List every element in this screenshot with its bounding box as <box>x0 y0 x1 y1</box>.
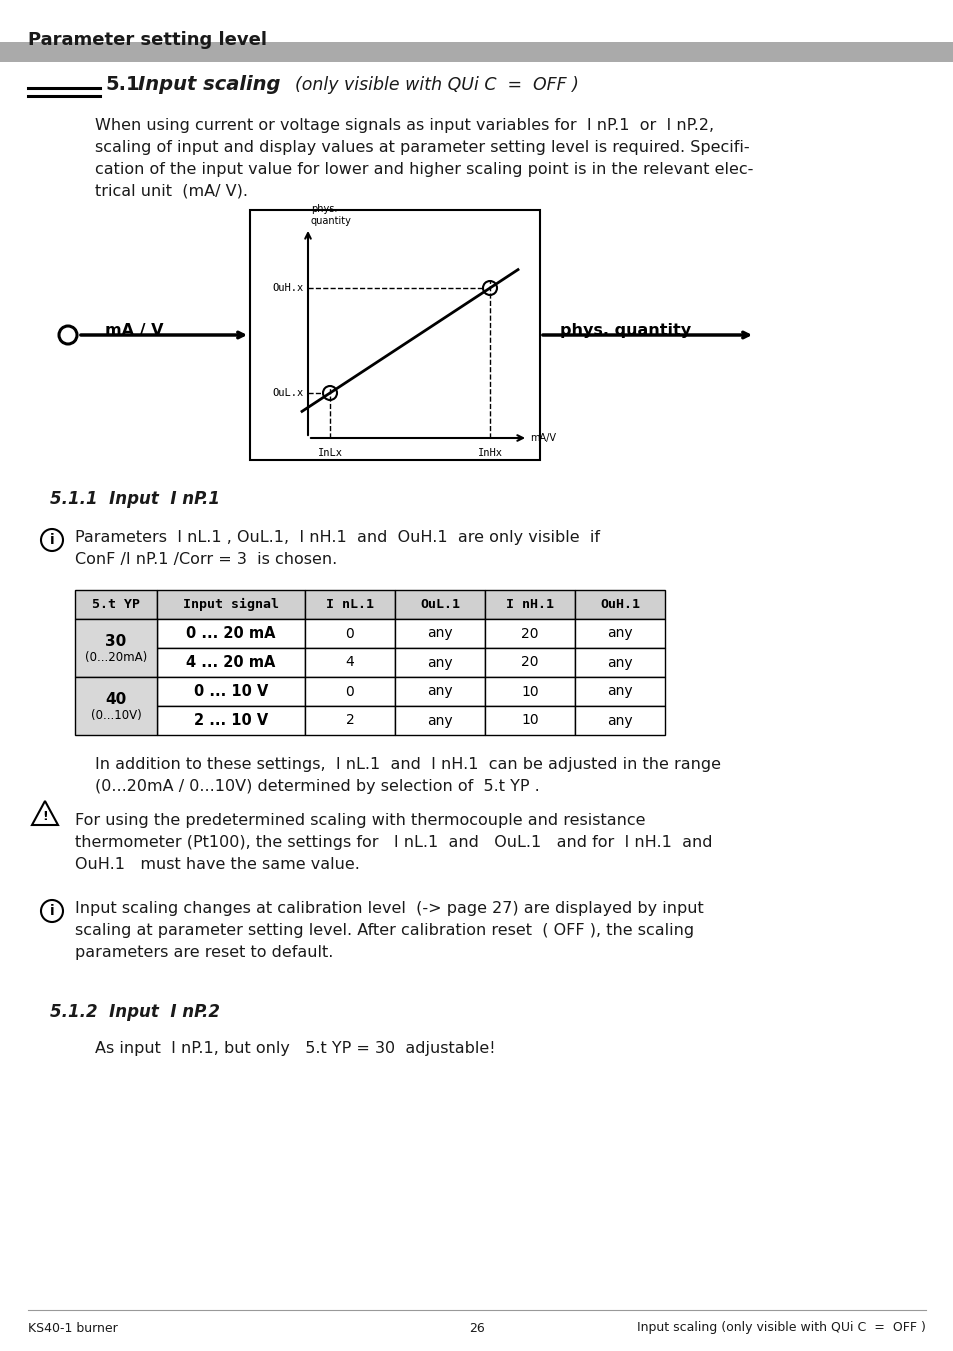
Text: For using the predetermined scaling with thermocouple and resistance: For using the predetermined scaling with… <box>75 813 645 828</box>
Text: 5.1.2  Input  I nP.2: 5.1.2 Input I nP.2 <box>50 1002 220 1021</box>
Text: InLx: InLx <box>317 449 342 458</box>
Text: Input scaling: Input scaling <box>138 76 280 95</box>
Text: 2: 2 <box>345 713 354 727</box>
Text: I nL.1: I nL.1 <box>326 598 374 611</box>
Bar <box>157 648 305 677</box>
Text: i: i <box>50 534 54 547</box>
Text: 2 ... 10 V: 2 ... 10 V <box>193 713 268 728</box>
Text: scaling of input and display values at parameter setting level is required. Spec: scaling of input and display values at p… <box>95 141 749 155</box>
Bar <box>157 619 305 648</box>
Bar <box>305 707 395 735</box>
Bar <box>157 590 305 619</box>
Text: OuH.1   must have the same value.: OuH.1 must have the same value. <box>75 857 359 871</box>
Text: 0: 0 <box>345 627 354 640</box>
Text: Input scaling changes at calibration level  (-> page 27) are displayed by input: Input scaling changes at calibration lev… <box>75 901 703 916</box>
Text: Input signal: Input signal <box>183 598 278 611</box>
Bar <box>484 590 575 619</box>
Text: 0: 0 <box>345 685 354 698</box>
Text: OuL.x: OuL.x <box>273 388 304 399</box>
Text: any: any <box>606 655 632 670</box>
Text: OuH.1: OuH.1 <box>599 598 639 611</box>
Bar <box>305 648 395 677</box>
Bar <box>395 707 484 735</box>
Bar <box>575 619 664 648</box>
Text: 20: 20 <box>520 627 538 640</box>
Bar <box>305 590 395 619</box>
Text: scaling at parameter setting level. After calibration reset  ( OFF ), the scalin: scaling at parameter setting level. Afte… <box>75 923 694 938</box>
Text: 26: 26 <box>469 1321 484 1335</box>
Text: 4: 4 <box>345 655 354 670</box>
Bar <box>575 707 664 735</box>
Text: cation of the input value for lower and higher scaling point is in the relevant : cation of the input value for lower and … <box>95 162 753 177</box>
Text: phys. quantity: phys. quantity <box>559 323 690 339</box>
Bar <box>484 677 575 707</box>
Bar <box>484 648 575 677</box>
Bar <box>395 619 484 648</box>
Text: trical unit  (mA/ V).: trical unit (mA/ V). <box>95 184 248 199</box>
Text: any: any <box>427 713 453 727</box>
Bar <box>484 619 575 648</box>
Text: (only visible with QUi C  =  OFF ): (only visible with QUi C = OFF ) <box>294 76 578 95</box>
Text: In addition to these settings,  I nL.1  and  I nH.1  can be adjusted in the rang: In addition to these settings, I nL.1 an… <box>95 757 720 771</box>
Text: 4 ... 20 mA: 4 ... 20 mA <box>186 655 275 670</box>
Text: any: any <box>427 627 453 640</box>
Bar <box>395 648 484 677</box>
Text: Parameters  I nL.1 , OuL.1,  I nH.1  and  OuH.1  are only visible  if: Parameters I nL.1 , OuL.1, I nH.1 and Ou… <box>75 530 599 544</box>
Bar <box>575 648 664 677</box>
Bar <box>305 677 395 707</box>
Bar <box>75 677 157 735</box>
Text: When using current or voltage signals as input variables for  I nP.1  or  I nP.2: When using current or voltage signals as… <box>95 118 714 132</box>
Text: 10: 10 <box>520 685 538 698</box>
Text: 20: 20 <box>520 655 538 670</box>
Bar <box>157 677 305 707</box>
Bar <box>157 707 305 735</box>
Text: 5.1.1  Input  I nP.1: 5.1.1 Input I nP.1 <box>50 490 220 508</box>
Text: Input scaling (only visible with QUi C  =  OFF ): Input scaling (only visible with QUi C =… <box>637 1321 925 1335</box>
Text: mA/V: mA/V <box>530 434 556 443</box>
Text: any: any <box>606 685 632 698</box>
Text: (0...20mA / 0...10V) determined by selection of  5.t YP .: (0...20mA / 0...10V) determined by selec… <box>95 780 539 794</box>
Text: phys.
quantity: phys. quantity <box>311 204 352 226</box>
Text: any: any <box>427 685 453 698</box>
Text: 10: 10 <box>520 713 538 727</box>
Text: any: any <box>606 627 632 640</box>
Text: 5.t YP: 5.t YP <box>91 598 140 611</box>
Text: As input  I nP.1, but only   5.t YP = 30  adjustable!: As input I nP.1, but only 5.t YP = 30 ad… <box>95 1042 495 1056</box>
Text: any: any <box>427 655 453 670</box>
Text: Parameter setting level: Parameter setting level <box>28 31 267 49</box>
Text: mA / V: mA / V <box>105 323 163 339</box>
Text: 30: 30 <box>105 635 127 650</box>
Text: InHx: InHx <box>477 449 502 458</box>
Bar <box>484 707 575 735</box>
Bar <box>305 619 395 648</box>
Bar <box>395 590 484 619</box>
Bar <box>575 590 664 619</box>
Text: thermometer (Pt100), the settings for   I nL.1  and   OuL.1   and for  I nH.1  a: thermometer (Pt100), the settings for I … <box>75 835 712 850</box>
Text: ConF /I nP.1 /Corr = 3  is chosen.: ConF /I nP.1 /Corr = 3 is chosen. <box>75 553 337 567</box>
Text: !: ! <box>42 809 48 823</box>
Text: 5.1: 5.1 <box>105 76 139 95</box>
Bar <box>575 677 664 707</box>
Text: OuH.x: OuH.x <box>273 282 304 293</box>
Bar <box>75 590 157 619</box>
Bar <box>75 619 157 677</box>
Text: (0...10V): (0...10V) <box>91 708 141 721</box>
Text: any: any <box>606 713 632 727</box>
Text: 40: 40 <box>105 693 127 708</box>
Text: KS40-1 burner: KS40-1 burner <box>28 1321 117 1335</box>
Bar <box>395 677 484 707</box>
Text: (0...20mA): (0...20mA) <box>85 650 147 663</box>
Text: OuL.1: OuL.1 <box>419 598 459 611</box>
Text: i: i <box>50 904 54 917</box>
Bar <box>250 209 539 459</box>
Text: I nH.1: I nH.1 <box>505 598 554 611</box>
Text: parameters are reset to default.: parameters are reset to default. <box>75 944 333 961</box>
Text: 0 ... 20 mA: 0 ... 20 mA <box>186 626 275 640</box>
Text: 0 ... 10 V: 0 ... 10 V <box>193 684 268 698</box>
Bar <box>0 42 953 62</box>
